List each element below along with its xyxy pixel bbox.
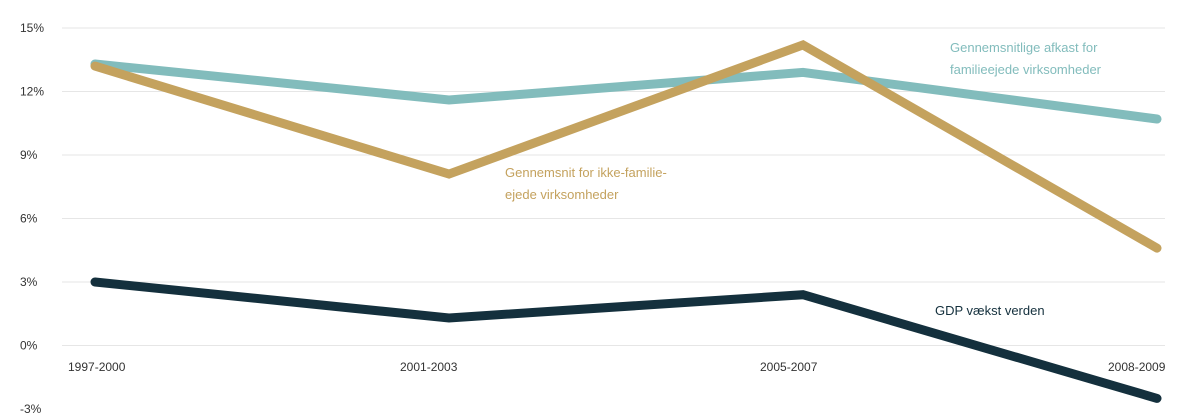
- data-point: [1156, 247, 1158, 249]
- data-point: [448, 317, 450, 319]
- data-point: [94, 281, 96, 283]
- data-point: [448, 99, 450, 101]
- data-point: [802, 44, 804, 46]
- y-tick-label: 0%: [20, 339, 38, 353]
- y-tick-label: -3%: [20, 402, 42, 414]
- series-label-0: Gennemsnitlige afkast for: [950, 40, 1098, 55]
- series-line-1: [90, 39, 1162, 253]
- series-label-2: GDP vækst verden: [935, 303, 1045, 318]
- series-label-1: ejede virksomheder: [505, 187, 619, 202]
- series-lines: [90, 39, 1162, 403]
- series-label-0: familieejede virksomheder: [950, 62, 1102, 77]
- y-tick-label: 9%: [20, 148, 38, 162]
- x-tick-label: 1997-2000: [68, 360, 126, 374]
- y-axis-ticks: 15% 12% 9% 6% 3% 0% -3%: [20, 21, 44, 414]
- series-labels: Gennemsnitlige afkast for familieejede vi…: [505, 40, 1102, 318]
- data-point: [448, 173, 450, 175]
- series-line-2: [90, 277, 1162, 403]
- data-point: [802, 71, 804, 73]
- y-tick-label: 6%: [20, 212, 38, 226]
- y-tick-label: 15%: [20, 21, 44, 35]
- x-axis-ticks: 1997-2000 2001-2003 2005-2007 2008-2009: [68, 360, 1166, 374]
- x-tick-label: 2005-2007: [760, 360, 818, 374]
- series-line-0: [90, 59, 1162, 124]
- y-tick-label: 12%: [20, 85, 44, 99]
- data-point: [802, 294, 804, 296]
- y-tick-label: 3%: [20, 275, 38, 289]
- data-point: [1156, 397, 1158, 399]
- data-point: [94, 65, 96, 67]
- data-point: [1156, 118, 1158, 120]
- x-tick-label: 2001-2003: [400, 360, 458, 374]
- gridlines: [62, 27, 1165, 346]
- series-label-1: Gennemsnit for ikke-familie-: [505, 165, 667, 180]
- x-tick-label: 2008-2009: [1108, 360, 1166, 374]
